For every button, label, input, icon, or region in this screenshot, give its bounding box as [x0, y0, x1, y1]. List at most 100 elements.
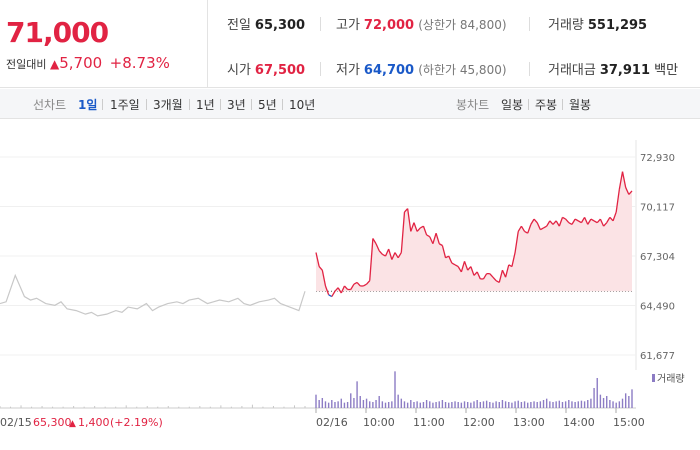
today-line-segment [612, 211, 617, 222]
candle-monthly-button[interactable]: 월봉 [569, 98, 592, 112]
divider [320, 62, 321, 76]
today-line-segment [369, 238, 374, 281]
today-line-segment [324, 285, 330, 295]
divider [251, 99, 252, 110]
today-line-segment [501, 269, 507, 278]
today-line-segment [441, 245, 447, 258]
y-tick-label: 70,117 [640, 203, 675, 214]
prev-day-pct: (+2.19%) [110, 416, 163, 429]
y-tick-label: 64,490 [640, 302, 675, 313]
today-line-segment [340, 285, 346, 294]
today-line-segment [536, 222, 541, 230]
today-line-segment [388, 248, 393, 260]
today-line-segment [413, 222, 418, 232]
y-tick-label: 72,930 [640, 153, 675, 164]
today-line-segment [476, 271, 481, 280]
today-line-segment [451, 262, 456, 266]
up-area-fill [316, 171, 632, 292]
today-line-segment [549, 220, 554, 225]
candle-chart-label: 봉차트 [456, 98, 490, 112]
stat-label: 전일 [227, 18, 251, 33]
x-tick-label: 11:00 [413, 416, 445, 429]
today-line-segment [498, 269, 504, 283]
stat-label: 저가 [336, 63, 360, 78]
stat-prev-close: 전일 65,300 [227, 14, 305, 33]
today-line-segment [609, 216, 614, 222]
stat-value: 67,500 [254, 63, 306, 78]
candle-weekly-button[interactable]: 주봉 [535, 98, 558, 112]
today-line-segment [334, 287, 339, 292]
up-arrow-icon: ▲ [49, 57, 60, 71]
today-line-segment [438, 243, 443, 247]
line-chart-label: 선차트 [33, 98, 67, 112]
today-line-segment [540, 227, 544, 231]
divider [102, 99, 103, 110]
x-tick-label: 15:00 [613, 416, 645, 429]
today-line-segment [517, 225, 522, 232]
price-change: 전일대비 ▲5,700 +8.73% [6, 54, 170, 72]
range-10y-button[interactable]: 10년 [289, 98, 316, 112]
today-line-segment [628, 190, 633, 195]
today-line-segment [606, 217, 611, 223]
today-line-segment [363, 283, 367, 287]
today-line-segment [343, 285, 349, 290]
range-3m-button[interactable]: 3개월 [153, 98, 183, 112]
stat-label: 거래량 [548, 18, 584, 33]
y-tick-label: 61,677 [640, 351, 675, 362]
stat-volume: 거래량 551,295 [548, 14, 647, 33]
today-line-segment [580, 217, 586, 223]
candle-daily-button[interactable]: 일봉 [501, 98, 524, 112]
range-5y-button[interactable]: 5년 [258, 98, 277, 112]
today-line-segment [391, 252, 396, 260]
quote-header: 71,000 전일대비 ▲5,700 +8.73% 전일 65,300 고가 72,… [0, 0, 700, 88]
prev-day-line [0, 273, 306, 317]
x-tick-label: 12:00 [463, 416, 495, 429]
today-line-segment [533, 218, 538, 224]
today-line-segment [593, 220, 598, 224]
today-line-segment [375, 243, 380, 252]
today-line-segment [546, 220, 551, 227]
today-line-segment [350, 283, 355, 290]
today-line-segment [473, 271, 478, 276]
stat-value: 37,911 [599, 63, 651, 78]
range-3y-button[interactable]: 3년 [227, 98, 246, 112]
stat-low: 저가 64,700 (하한가 45,800) [336, 59, 507, 78]
x-tick-label: 13:00 [513, 416, 545, 429]
chart-toolbar: 선차트 1일 1주일 3개월 1년 3년 5년 10년 봉차트 일봉 주봉 월봉 [0, 89, 700, 119]
range-1d-button[interactable]: 1일 [78, 98, 98, 112]
stat-value: 551,295 [587, 18, 648, 33]
x-tick-label: 10:00 [363, 416, 395, 429]
stat-value: 65,300 [254, 18, 306, 33]
stats-panel: 전일 65,300 고가 72,000 (상한가 84,800) 거래량 551,29… [209, 0, 700, 88]
range-1y-button[interactable]: 1년 [196, 98, 215, 112]
volume-legend-label: 거래량 [657, 373, 685, 385]
today-line-segment [558, 217, 564, 227]
today-line-segment [625, 187, 630, 195]
today-line-segment [400, 212, 406, 253]
divider [189, 99, 190, 110]
divider [529, 62, 530, 76]
y-tick-label: 67,304 [640, 252, 675, 263]
today-line-segment [353, 281, 358, 285]
stat-unit: 백만 [654, 63, 679, 78]
divider [529, 17, 530, 31]
today-line-segment [568, 222, 573, 225]
x-tick-label: 14:00 [563, 416, 595, 429]
divider [282, 99, 283, 110]
today-line-segment [463, 261, 469, 271]
today-line-segment [489, 273, 494, 278]
stat-value: 72,000 [363, 18, 415, 33]
today-line-segment [577, 220, 582, 224]
today-line-segment [457, 266, 462, 273]
change-amount: 5,700 [59, 54, 103, 72]
today-line-segment [492, 276, 497, 282]
today-line-segment [599, 218, 605, 227]
today-line-segment [328, 294, 333, 298]
today-line-segment [596, 218, 601, 224]
today-line-segment [372, 238, 377, 245]
today-line-segment [366, 280, 371, 285]
today-line-segment [318, 266, 323, 271]
range-1w-button[interactable]: 1주일 [110, 98, 140, 112]
up-arrow-icon: ▲ [69, 419, 76, 429]
today-line-segment [337, 287, 342, 294]
